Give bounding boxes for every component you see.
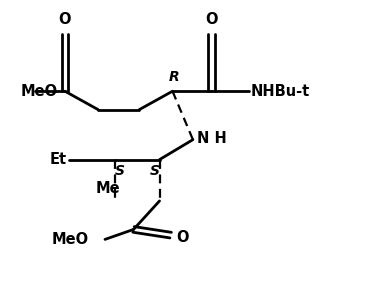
Text: NHBu-t: NHBu-t	[250, 84, 310, 99]
Text: S: S	[150, 164, 160, 178]
Text: O: O	[205, 12, 218, 27]
Text: MeO: MeO	[20, 84, 58, 99]
Text: MeO: MeO	[52, 232, 89, 247]
Text: R: R	[169, 70, 180, 84]
Text: O: O	[59, 12, 71, 27]
Text: Et: Et	[50, 152, 67, 167]
Text: O: O	[176, 231, 189, 245]
Text: N H: N H	[197, 131, 226, 146]
Text: S: S	[115, 164, 124, 178]
Text: Me: Me	[96, 181, 121, 196]
